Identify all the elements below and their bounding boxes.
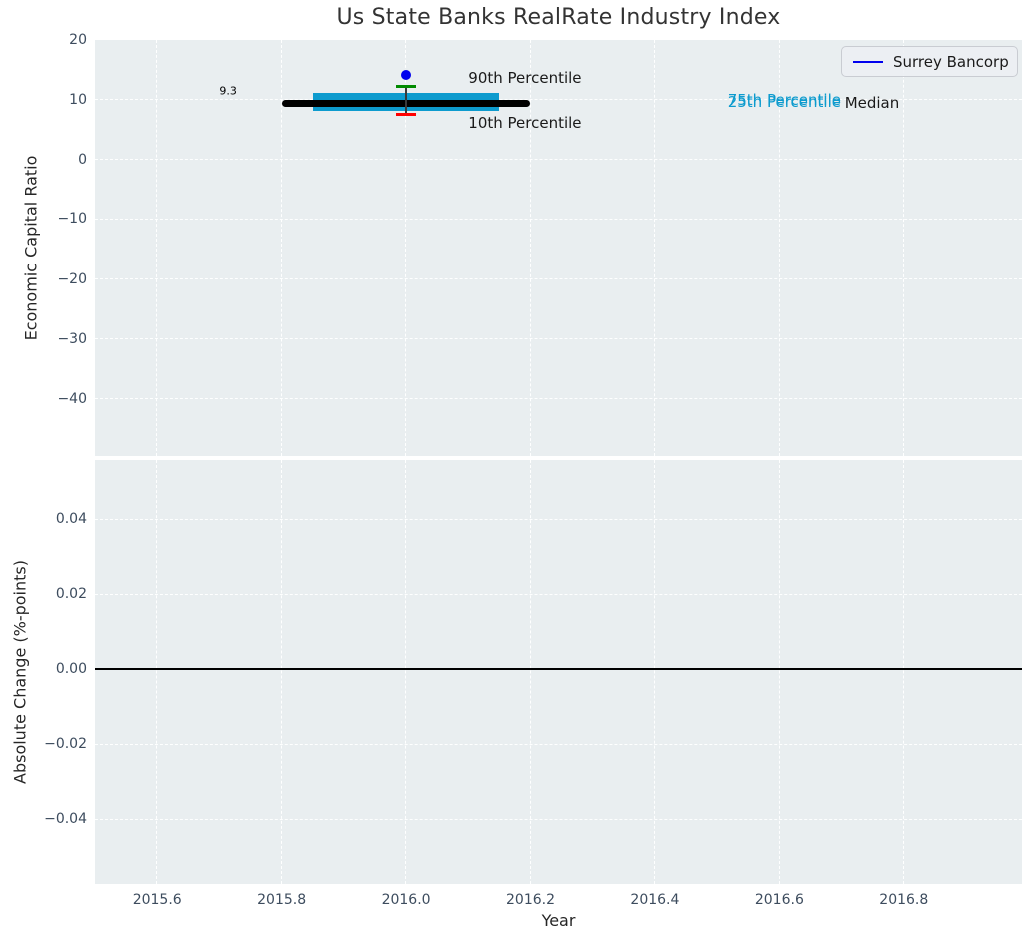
gridline-x-2016-6 bbox=[778, 460, 780, 884]
annotation-75th-percentile: 75th Percentile bbox=[727, 91, 841, 110]
x-tick-label-2016-8: 2016.8 bbox=[879, 892, 929, 908]
gridline-y-10 bbox=[95, 218, 1022, 220]
gridline-x-2015-8 bbox=[280, 460, 282, 884]
gridline-x-2015-8 bbox=[280, 40, 282, 456]
x-tick-label-2016-6: 2016.6 bbox=[754, 892, 804, 908]
annotation-90th-percentile: 90th Percentile bbox=[468, 69, 582, 88]
legend-line-icon bbox=[853, 60, 883, 63]
annotation-median: Median bbox=[844, 94, 900, 113]
series-whisker bbox=[405, 86, 407, 115]
gridline-y-0-02 bbox=[95, 743, 1022, 745]
series-90th-percentile-tick bbox=[396, 84, 417, 88]
gridline-x-2016-6 bbox=[778, 40, 780, 456]
gridline-y-20 bbox=[95, 278, 1022, 280]
x-tick-label-2016-2: 2016.2 bbox=[506, 892, 555, 908]
gridline-x-2016-0 bbox=[405, 40, 407, 456]
gridline-y-10 bbox=[95, 99, 1022, 101]
plot-area-absolute-change-points bbox=[95, 460, 1022, 884]
y-tick-label-10: 10 bbox=[69, 91, 87, 108]
gridline-y-0-04 bbox=[95, 818, 1022, 820]
gridline-y-30 bbox=[95, 338, 1022, 340]
y-tick-label-20: 20 bbox=[69, 32, 87, 48]
gridline-y-20 bbox=[95, 39, 1022, 41]
annotation-10th-percentile: 10th Percentile bbox=[468, 114, 582, 133]
plot-area-economic-capital-ratio bbox=[95, 39, 1022, 456]
x-tick-label-2016-4: 2016.4 bbox=[630, 892, 680, 908]
gridline-x-2015-6 bbox=[156, 40, 158, 456]
series-zero-line bbox=[95, 668, 1022, 671]
annotation-9-3: 9.3 bbox=[219, 84, 237, 98]
x-tick-label-2016-0: 2016.0 bbox=[381, 892, 431, 908]
gridline-y-40 bbox=[95, 397, 1022, 399]
gridline-y-0 bbox=[95, 158, 1022, 160]
x-tick-label-2015-8: 2015.8 bbox=[257, 892, 307, 908]
y-axis-label-economic-capital-ratio: Economic Capital Ratio bbox=[21, 155, 41, 341]
series-10th-percentile-tick bbox=[396, 112, 417, 116]
gridline-x-2016-8 bbox=[903, 460, 905, 884]
gridline-x-2016-0 bbox=[405, 460, 407, 884]
y-tick-label-0-00: 0.00 bbox=[55, 661, 87, 678]
gridline-x-2016-4 bbox=[654, 460, 656, 884]
y-tick-label-0-04: 0.04 bbox=[55, 511, 87, 528]
y-tick-label-0-04: −0.04 bbox=[44, 811, 87, 828]
y-tick-label-10: −10 bbox=[57, 211, 87, 228]
gridline-y-0-02 bbox=[95, 593, 1022, 595]
gridline-x-2016-2 bbox=[529, 460, 531, 884]
series-surrey-bancorp bbox=[401, 69, 412, 80]
y-tick-label-0-02: −0.02 bbox=[44, 736, 87, 753]
gridline-x-2015-6 bbox=[156, 460, 158, 884]
gridline-x-2016-8 bbox=[903, 40, 905, 456]
x-tick-label-2015-6: 2015.6 bbox=[132, 892, 182, 908]
legend: Surrey Bancorp bbox=[841, 46, 1018, 77]
gridline-x-2016-4 bbox=[654, 40, 656, 456]
gridline-x-2016-2 bbox=[529, 40, 531, 456]
x-axis-label-year: Year bbox=[541, 911, 576, 930]
annotation-25th-percentile: 25th Percentile bbox=[727, 92, 841, 111]
y-tick-label-40: −40 bbox=[57, 390, 87, 407]
y-tick-label-0: 0 bbox=[78, 151, 87, 168]
y-axis-label-absolute-change: Absolute Change (%-points) bbox=[10, 560, 30, 784]
y-tick-label-20: −20 bbox=[57, 271, 87, 288]
legend-series-label: Surrey Bancorp bbox=[893, 52, 1009, 71]
y-tick-label-30: −30 bbox=[57, 330, 87, 347]
chart-title: Us State Banks RealRate Industry Index bbox=[336, 5, 781, 30]
gridline-y-0-04 bbox=[95, 518, 1022, 520]
y-tick-label-0-02: 0.02 bbox=[55, 586, 87, 603]
